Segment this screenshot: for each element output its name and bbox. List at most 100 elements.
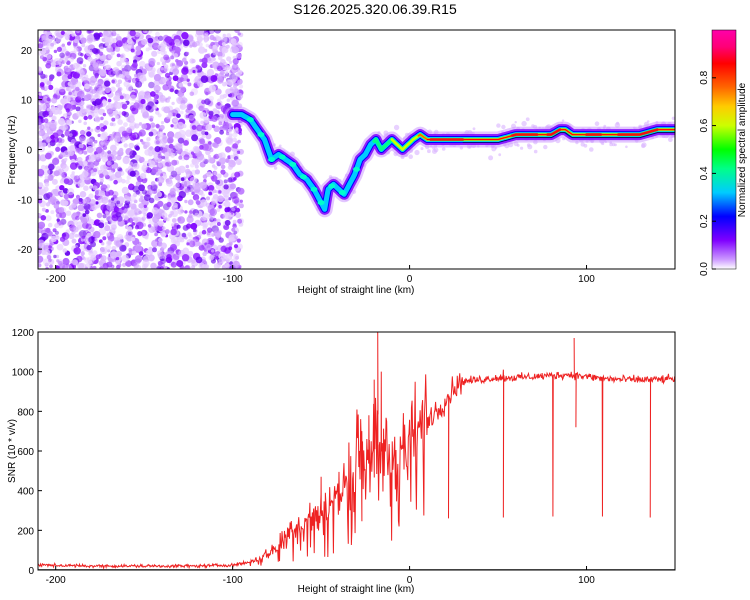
noise-blob <box>235 212 242 219</box>
noise-blob <box>154 232 159 237</box>
noise-blob <box>122 262 127 267</box>
noise-blob <box>123 122 128 127</box>
noise-blob <box>108 199 112 203</box>
noise-blob <box>107 170 114 177</box>
noise-blob <box>218 153 222 157</box>
noise-blob <box>39 55 45 60</box>
noise-blob <box>232 78 237 83</box>
noise-blob <box>89 185 93 189</box>
noise-blob <box>134 144 140 150</box>
noise-blob <box>195 241 200 246</box>
snr-y-ticks: 0 200 400 600 800 1000 1200 <box>12 328 42 577</box>
noise-blob <box>38 247 42 256</box>
noise-blob <box>177 208 184 215</box>
noise-blob <box>223 184 229 190</box>
noise-blob <box>104 221 108 226</box>
snr-y-tick-label: 1000 <box>12 368 35 379</box>
noise-blob <box>180 99 186 105</box>
noise-blob <box>225 253 233 261</box>
noise-blob <box>128 247 133 252</box>
noise-blob <box>115 35 122 42</box>
noise-blob <box>160 67 164 71</box>
noise-blob <box>153 211 162 219</box>
noise-blob <box>53 170 60 177</box>
noise-blob <box>71 212 79 220</box>
noise-blob <box>614 143 617 147</box>
noise-blob <box>80 217 88 224</box>
noise-blob <box>122 157 130 165</box>
noise-blob <box>116 33 120 37</box>
noise-blob <box>63 59 67 64</box>
noise-blob <box>203 116 210 123</box>
noise-blob <box>209 217 215 223</box>
noise-blob <box>199 138 206 145</box>
noise-blob <box>200 199 208 207</box>
noise-blob <box>110 70 116 76</box>
noise-blob <box>99 173 104 178</box>
noise-blob <box>216 173 222 179</box>
noise-blob <box>54 230 60 235</box>
noise-blob <box>176 217 182 222</box>
noise-blob <box>138 203 144 209</box>
noise-blob <box>97 81 103 87</box>
noise-blob <box>212 244 218 249</box>
noise-blob <box>235 207 241 213</box>
noise-blob <box>141 141 145 145</box>
noise-blob <box>164 117 171 124</box>
noise-blob <box>56 218 60 222</box>
snr-y-tick-label: 600 <box>17 447 34 458</box>
noise-blob <box>217 195 224 203</box>
noise-blob <box>191 134 199 142</box>
noise-blob <box>119 244 127 252</box>
noise-blob <box>141 39 148 46</box>
noise-blob <box>86 131 92 137</box>
snr-x-tick-label: -200 <box>46 575 66 586</box>
noise-blob <box>61 164 69 172</box>
noise-blob <box>232 84 238 89</box>
noise-blob <box>99 69 107 77</box>
noise-blob <box>224 82 228 86</box>
noise-blob <box>126 175 132 180</box>
noise-blob <box>112 194 117 199</box>
noise-blob <box>99 51 104 56</box>
noise-blob <box>82 160 88 165</box>
noise-blob <box>231 226 239 235</box>
spectrogram-x-tick-label: -200 <box>46 274 66 285</box>
noise-blob <box>195 182 203 190</box>
snr-y-tick-label: 800 <box>17 407 34 418</box>
noise-blob <box>151 166 159 173</box>
noise-blob <box>139 90 146 97</box>
noise-blob <box>147 37 154 44</box>
noise-blob <box>206 171 212 178</box>
noise-blob <box>129 30 136 37</box>
noise-blob <box>646 120 650 123</box>
noise-blob <box>77 51 82 56</box>
noise-blob <box>62 257 70 266</box>
noise-blob <box>144 95 149 100</box>
noise-blob <box>160 121 165 125</box>
noise-blob <box>111 30 116 33</box>
noise-blob <box>561 119 565 122</box>
noise-blob <box>129 195 136 202</box>
ridge-hotspot <box>353 166 360 172</box>
noise-blob <box>111 150 118 156</box>
noise-blob <box>172 75 179 82</box>
noise-blob <box>50 106 56 112</box>
noise-blob <box>216 263 222 268</box>
noise-blob <box>73 38 78 44</box>
noise-blob <box>129 170 136 177</box>
noise-blob <box>46 60 51 66</box>
noise-blob <box>116 200 121 205</box>
noise-blob <box>68 133 73 138</box>
noise-blob <box>201 185 208 191</box>
noise-blob <box>88 86 93 90</box>
noise-blob <box>87 30 94 34</box>
noise-blob <box>217 116 223 122</box>
noise-blob <box>181 232 187 238</box>
noise-blob <box>84 209 90 215</box>
noise-blob <box>83 150 88 155</box>
noise-blob <box>233 177 237 181</box>
noise-blob <box>162 134 167 140</box>
noise-blob <box>155 172 160 176</box>
noise-blob <box>75 30 81 34</box>
